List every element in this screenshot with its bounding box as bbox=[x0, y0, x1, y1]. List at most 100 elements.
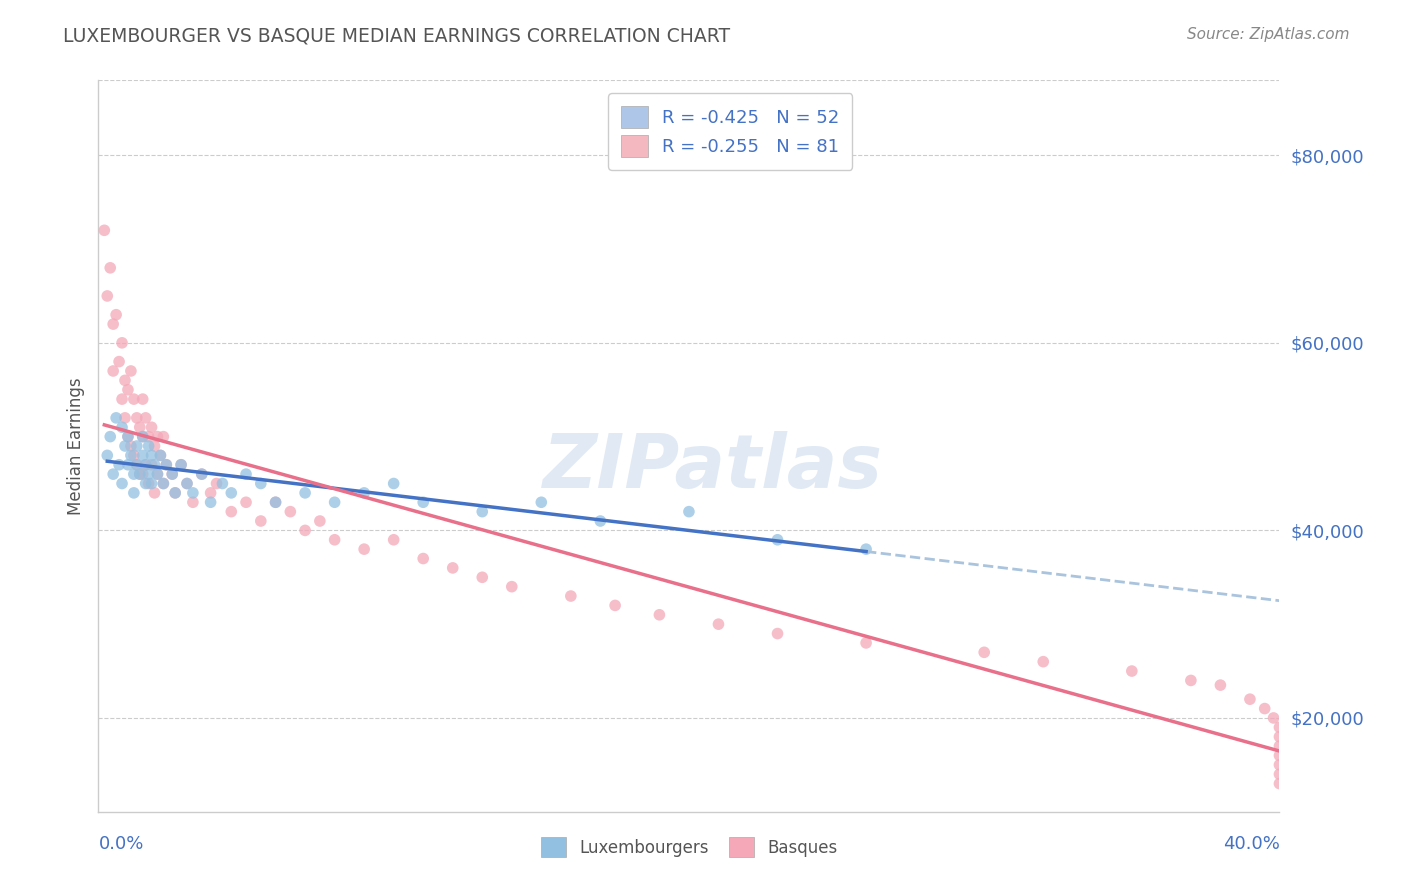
Point bbox=[135, 410, 157, 425]
Text: Source: ZipAtlas.com: Source: ZipAtlas.com bbox=[1187, 27, 1350, 42]
Point bbox=[155, 458, 177, 472]
Point bbox=[138, 429, 160, 443]
Point bbox=[855, 636, 877, 650]
Point bbox=[135, 476, 157, 491]
Point bbox=[1268, 748, 1291, 763]
Point bbox=[128, 467, 150, 482]
Text: 0.0%: 0.0% bbox=[98, 835, 143, 853]
Point bbox=[105, 308, 128, 322]
Point bbox=[111, 392, 134, 406]
Point bbox=[125, 458, 148, 472]
Point bbox=[1254, 701, 1277, 715]
Point bbox=[135, 458, 157, 472]
Point bbox=[165, 486, 187, 500]
Point bbox=[1209, 678, 1232, 692]
Point bbox=[855, 542, 877, 557]
Point bbox=[1032, 655, 1054, 669]
Point bbox=[1268, 757, 1291, 772]
Point bbox=[323, 533, 346, 547]
Point bbox=[323, 495, 346, 509]
Point bbox=[111, 420, 134, 434]
Point bbox=[181, 495, 204, 509]
Point bbox=[152, 429, 174, 443]
Point bbox=[1180, 673, 1202, 688]
Point bbox=[117, 429, 139, 443]
Point bbox=[165, 486, 187, 500]
Point bbox=[98, 260, 121, 275]
Point bbox=[143, 439, 166, 453]
Point bbox=[138, 439, 160, 453]
Point bbox=[973, 645, 995, 659]
Point bbox=[589, 514, 612, 528]
Point bbox=[122, 449, 145, 463]
Point bbox=[125, 410, 148, 425]
Point bbox=[382, 533, 405, 547]
Point bbox=[648, 607, 671, 622]
Point bbox=[117, 383, 139, 397]
Point bbox=[294, 524, 316, 538]
Point bbox=[132, 449, 155, 463]
Point bbox=[141, 420, 163, 434]
Point bbox=[1239, 692, 1261, 706]
Point bbox=[221, 505, 243, 519]
Point bbox=[264, 495, 287, 509]
Point bbox=[441, 561, 464, 575]
Point bbox=[170, 458, 193, 472]
Point bbox=[149, 449, 172, 463]
Point bbox=[108, 458, 131, 472]
Point bbox=[235, 495, 257, 509]
Point bbox=[114, 373, 136, 387]
Point bbox=[143, 486, 166, 500]
Point bbox=[250, 514, 273, 528]
Point bbox=[501, 580, 523, 594]
Point bbox=[382, 476, 405, 491]
Point bbox=[471, 570, 494, 584]
Point bbox=[560, 589, 582, 603]
Point bbox=[103, 364, 125, 378]
Point bbox=[141, 449, 163, 463]
Point bbox=[211, 476, 233, 491]
Point bbox=[143, 458, 166, 472]
Point bbox=[162, 467, 183, 482]
Point bbox=[1268, 739, 1291, 753]
Point bbox=[200, 486, 222, 500]
Point bbox=[138, 476, 160, 491]
Point bbox=[1268, 776, 1291, 790]
Point bbox=[105, 410, 128, 425]
Point bbox=[1268, 767, 1291, 781]
Point bbox=[176, 476, 198, 491]
Point bbox=[125, 458, 148, 472]
Point bbox=[132, 392, 155, 406]
Point bbox=[120, 439, 142, 453]
Point bbox=[205, 476, 228, 491]
Point bbox=[111, 335, 134, 350]
Point bbox=[471, 505, 494, 519]
Point bbox=[120, 364, 142, 378]
Point bbox=[221, 486, 243, 500]
Point bbox=[128, 467, 150, 482]
Point bbox=[353, 542, 375, 557]
Point bbox=[280, 505, 302, 519]
Point bbox=[146, 429, 169, 443]
Point bbox=[678, 505, 700, 519]
Point bbox=[132, 429, 155, 443]
Point bbox=[114, 439, 136, 453]
Point bbox=[152, 476, 174, 491]
Point bbox=[309, 514, 332, 528]
Point bbox=[125, 439, 148, 453]
Point bbox=[146, 467, 169, 482]
Point bbox=[108, 354, 131, 368]
Point bbox=[98, 429, 121, 443]
Point bbox=[353, 486, 375, 500]
Point bbox=[1121, 664, 1143, 678]
Point bbox=[412, 495, 434, 509]
Point bbox=[117, 458, 139, 472]
Point bbox=[141, 476, 163, 491]
Point bbox=[117, 429, 139, 443]
Point bbox=[132, 429, 155, 443]
Point bbox=[235, 467, 257, 482]
Point bbox=[605, 599, 627, 613]
Text: ZIPatlas: ZIPatlas bbox=[543, 432, 883, 505]
Y-axis label: Median Earnings: Median Earnings bbox=[66, 377, 84, 515]
Point bbox=[1268, 720, 1291, 734]
